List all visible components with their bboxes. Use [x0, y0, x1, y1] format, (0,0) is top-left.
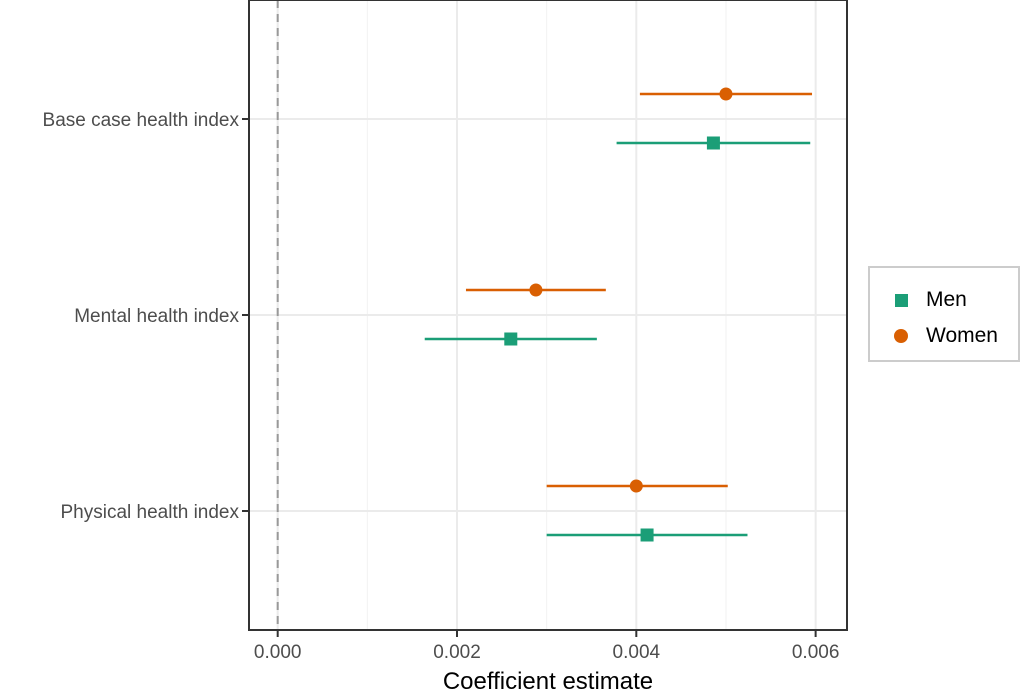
- x-tick-label: 0.002: [433, 642, 481, 663]
- x-tick-label: 0.000: [254, 642, 302, 663]
- y-tick-label: Base case health index: [43, 110, 240, 131]
- legend-item-men: Men: [890, 287, 967, 313]
- point-men: [504, 332, 518, 346]
- point-men: [640, 528, 654, 542]
- point-women: [719, 87, 733, 101]
- x-tick-label: 0.006: [792, 642, 840, 663]
- legend: Men Women: [868, 266, 1020, 362]
- y-tick-label: Mental health index: [74, 306, 239, 327]
- point-women: [529, 283, 543, 297]
- x-tick-label: 0.004: [613, 642, 661, 663]
- x-axis-title: Coefficient estimate: [443, 668, 653, 692]
- x-axis: 0.000 0.002 0.004 0.006: [254, 630, 839, 663]
- point-women: [629, 479, 643, 493]
- legend-label-women: Women: [926, 324, 998, 347]
- y-axis: Base case health index Mental health inde…: [43, 110, 249, 523]
- legend-label-men: Men: [926, 288, 967, 311]
- y-tick-label: Physical health index: [61, 502, 240, 523]
- point-men: [706, 136, 720, 150]
- square-marker-icon: [890, 289, 912, 311]
- estimate-points: [504, 87, 733, 542]
- circle-marker-icon: [890, 325, 912, 347]
- legend-item-women: Women: [890, 323, 998, 349]
